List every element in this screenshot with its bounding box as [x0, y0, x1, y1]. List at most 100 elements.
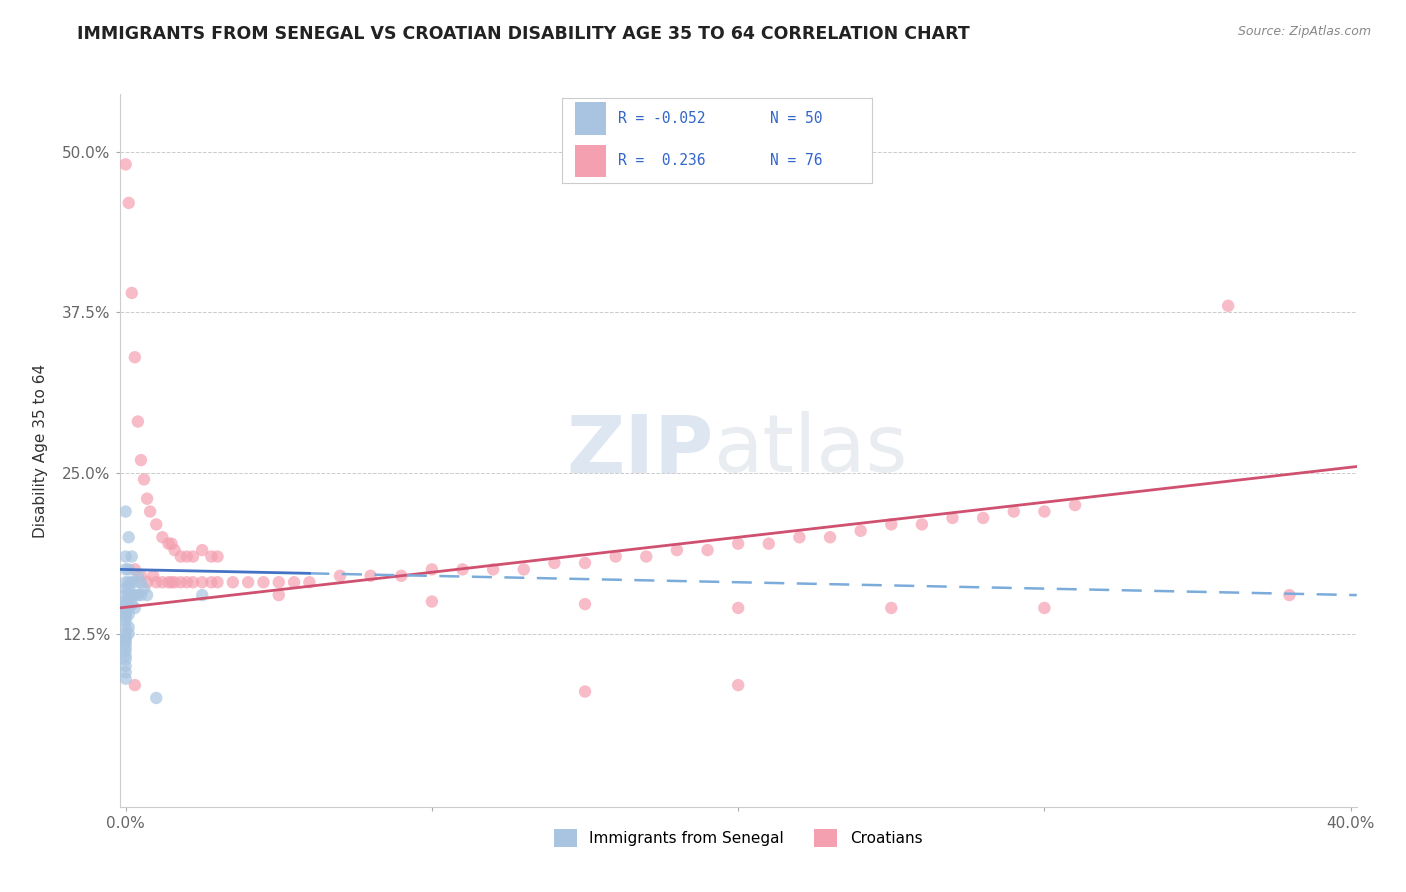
Point [207, 575, 229, 590]
Point [191, 575, 214, 590]
Text: N = 76: N = 76 [769, 153, 823, 169]
Point [163, 575, 186, 590]
Point [222, 575, 245, 590]
Point [181, 549, 204, 564]
Point [574, 684, 596, 698]
Point [114, 157, 136, 171]
Point [124, 678, 146, 692]
Point [114, 652, 136, 666]
Point [114, 610, 136, 624]
Point [114, 665, 136, 680]
Point [696, 543, 718, 558]
Point [574, 597, 596, 611]
Point [118, 196, 141, 211]
Point [118, 582, 141, 596]
Point [513, 562, 536, 576]
Point [163, 543, 186, 558]
Point [142, 569, 165, 583]
Point [157, 575, 180, 590]
Point [118, 588, 141, 602]
Point [818, 530, 841, 544]
Point [360, 569, 382, 583]
Point [132, 472, 155, 486]
Point [727, 601, 749, 615]
Point [160, 575, 183, 590]
Point [207, 549, 229, 564]
Point [150, 530, 173, 544]
Point [129, 569, 152, 583]
Text: atlas: atlas [713, 411, 908, 490]
FancyBboxPatch shape [575, 145, 606, 177]
Point [283, 575, 305, 590]
Point [127, 588, 149, 602]
Point [121, 597, 143, 611]
Point [118, 620, 141, 634]
Point [136, 588, 159, 602]
Point [114, 640, 136, 654]
Point [941, 511, 963, 525]
Point [118, 594, 141, 608]
Point [170, 575, 193, 590]
Point [118, 601, 141, 615]
Point [789, 530, 811, 544]
Point [191, 543, 214, 558]
Point [121, 575, 143, 590]
Text: R =  0.236: R = 0.236 [619, 153, 706, 169]
Point [1064, 498, 1087, 512]
Point [127, 569, 149, 583]
Point [420, 594, 443, 608]
Point [1218, 299, 1240, 313]
Point [114, 549, 136, 564]
Point [124, 601, 146, 615]
Point [636, 549, 658, 564]
Point [114, 631, 136, 645]
Point [114, 626, 136, 640]
Point [124, 588, 146, 602]
Point [329, 569, 352, 583]
Point [574, 556, 596, 570]
Point [157, 537, 180, 551]
Point [150, 575, 173, 590]
Point [114, 643, 136, 657]
Point [136, 491, 159, 506]
Y-axis label: Disability Age 35 to 64: Disability Age 35 to 64 [34, 363, 48, 538]
Point [118, 562, 141, 576]
Text: Source: ZipAtlas.com: Source: ZipAtlas.com [1237, 25, 1371, 38]
Point [121, 285, 143, 300]
FancyBboxPatch shape [575, 103, 606, 135]
Point [191, 588, 214, 602]
Point [1033, 601, 1056, 615]
Point [118, 575, 141, 590]
Point [911, 517, 934, 532]
Point [114, 562, 136, 576]
Legend: Immigrants from Senegal, Croatians: Immigrants from Senegal, Croatians [548, 823, 928, 853]
Point [114, 588, 136, 602]
Point [114, 658, 136, 673]
Point [200, 575, 222, 590]
Point [114, 614, 136, 628]
Point [880, 517, 903, 532]
Point [176, 575, 198, 590]
Point [1033, 504, 1056, 518]
Text: ZIP: ZIP [567, 411, 713, 490]
Point [1278, 588, 1301, 602]
Point [236, 575, 259, 590]
Point [880, 601, 903, 615]
Point [129, 588, 152, 602]
Point [114, 582, 136, 596]
Point [267, 588, 290, 602]
Point [389, 569, 412, 583]
Point [118, 530, 141, 544]
Point [181, 575, 204, 590]
Point [118, 626, 141, 640]
Point [129, 453, 152, 467]
Point [114, 672, 136, 686]
Point [849, 524, 872, 538]
Point [114, 601, 136, 615]
Point [114, 635, 136, 649]
Point [200, 549, 222, 564]
Point [145, 517, 167, 532]
Point [121, 588, 143, 602]
Point [124, 562, 146, 576]
Point [118, 607, 141, 622]
